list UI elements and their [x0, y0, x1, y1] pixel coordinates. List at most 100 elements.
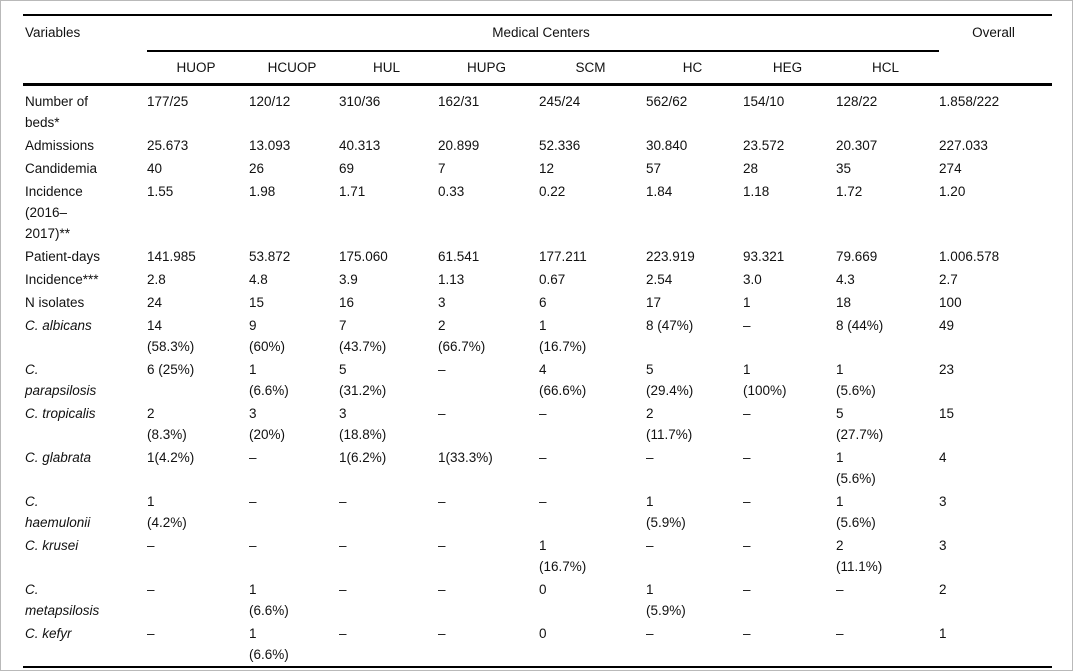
- row-label: Incidence***: [25, 272, 99, 287]
- table-cell: 20.307: [836, 138, 878, 153]
- table-cell: 53.872: [249, 249, 291, 264]
- overall-cell: 15: [939, 406, 955, 421]
- medical-centers-table: Variables Medical Centers Overall HUOP H…: [23, 14, 1053, 668]
- table-cell: 16: [339, 295, 355, 310]
- row-label: C. tropicalis: [25, 406, 96, 421]
- table-cell: 1(33.3%): [438, 450, 493, 465]
- table-cell: 20.899: [438, 138, 480, 153]
- table-cell: –: [743, 494, 751, 509]
- table-cell: –: [438, 494, 446, 509]
- row-label: Number of beds*: [25, 94, 89, 130]
- table-cell: 120/12: [249, 94, 291, 109]
- variables-header: Variables: [23, 15, 147, 86]
- table-cell: 0.67: [539, 272, 566, 287]
- table-cell: –: [438, 538, 446, 553]
- table-cell: –: [147, 582, 155, 597]
- medical-centers-group-header: Medical Centers: [147, 15, 940, 52]
- table-cell: 69: [339, 161, 355, 176]
- table-cell: –: [743, 406, 751, 421]
- table-cell: 1.71: [339, 184, 366, 199]
- table-cell: –: [539, 494, 547, 509]
- table-cell: 18: [836, 295, 852, 310]
- table-cell: 30.840: [646, 138, 688, 153]
- table-cell: –: [339, 626, 347, 641]
- table-row: C. haemulonii 1 (4.2%) – – – – 1 (5.9%) – 1 (5.6…: [23, 490, 1052, 534]
- table-row: Candidemia 40 26 69 7 12 57 28 35 274: [23, 157, 1052, 180]
- table-cell: 1 (6.6%): [249, 626, 289, 662]
- table-row: Number of beds* 177/25 120/12 310/36 162/31 2…: [23, 85, 1052, 135]
- table-row: Incidence*** 2.8 4.8 3.9 1.13 0.67 2.54 3.0 4.3 2…: [23, 268, 1052, 291]
- table-cell: –: [249, 494, 257, 509]
- table-cell: 79.669: [836, 249, 878, 264]
- table-cell: 177/25: [147, 94, 189, 109]
- table-cell: –: [147, 626, 155, 641]
- table-cell: 2 (66.7%): [438, 318, 486, 354]
- table-cell: 7: [438, 161, 446, 176]
- table-cell: 2 (11.7%): [646, 406, 693, 442]
- table-row: Incidence (2016– 2017)** 1.55 1.98 1.71 0.33…: [23, 180, 1052, 245]
- table-cell: –: [339, 494, 347, 509]
- table-cell: 52.336: [539, 138, 581, 153]
- table-cell: 13.093: [249, 138, 291, 153]
- table-cell: –: [438, 406, 446, 421]
- table-cell: 5 (31.2%): [339, 362, 387, 398]
- table-cell: –: [743, 450, 751, 465]
- table-cell: 7 (43.7%): [339, 318, 387, 354]
- table-row: C. albicans 14 (58.3%) 9 (60%) 7 (43.7%) 2 (…: [23, 314, 1052, 358]
- table-cell: 177.211: [539, 249, 587, 264]
- overall-cell: 2: [939, 582, 947, 597]
- table-cell: 1 (16.7%): [539, 538, 587, 574]
- table-cell: –: [836, 582, 844, 597]
- center-header-huop: HUOP: [147, 51, 249, 86]
- table-row: Patient-days 141.985 53.872 175.060 61.541 17…: [23, 245, 1052, 268]
- overall-cell: 2.7: [939, 272, 958, 287]
- table-row: Admissions 25.673 13.093 40.313 20.899 52.336…: [23, 134, 1052, 157]
- table-cell: 3: [438, 295, 446, 310]
- row-label: Patient-days: [25, 249, 101, 264]
- table-cell: 310/36: [339, 94, 381, 109]
- table-cell: 40: [147, 161, 163, 176]
- table-cell: 3.9: [339, 272, 358, 287]
- table-row: C. krusei – – – – 1 (16.7%) – – 2 (11.1%) 3: [23, 534, 1052, 578]
- overall-cell: 3: [939, 494, 947, 509]
- table-cell: 8 (47%): [646, 318, 694, 333]
- table-cell: 1.18: [743, 184, 770, 199]
- table-cell: 35: [836, 161, 852, 176]
- center-header-heg: HEG: [743, 51, 836, 86]
- table-cell: 26: [249, 161, 265, 176]
- table-cell: –: [438, 626, 446, 641]
- row-label: C. albicans: [25, 318, 92, 333]
- table-cell: 1 (5.6%): [836, 450, 876, 486]
- center-header-scm: SCM: [539, 51, 646, 86]
- row-label: C. krusei: [25, 538, 79, 553]
- overall-cell: 274: [939, 161, 962, 176]
- table-wrapper: Variables Medical Centers Overall HUOP H…: [23, 14, 1053, 668]
- overall-cell: 23: [939, 362, 955, 377]
- table-cell: 5 (29.4%): [646, 362, 694, 398]
- overall-cell: 227.033: [939, 138, 988, 153]
- row-label: Admissions: [25, 138, 95, 153]
- table-cell: 141.985: [147, 249, 196, 264]
- table-row: N isolates 24 15 16 3 6 17 1 18 100: [23, 291, 1052, 314]
- table-cell: –: [646, 538, 654, 553]
- row-label: Incidence (2016– 2017)**: [25, 184, 83, 241]
- table-cell: 1.55: [147, 184, 174, 199]
- overall-cell: 49: [939, 318, 955, 333]
- center-header-hcuop: HCUOP: [249, 51, 339, 86]
- table-cell: –: [646, 450, 654, 465]
- table-cell: 1.72: [836, 184, 863, 199]
- center-header-hcl: HCL: [836, 51, 940, 86]
- table-cell: 175.060: [339, 249, 388, 264]
- table-row: C. metapsilosis – 1 (6.6%) – – 0 1 (5.9%) – – 2: [23, 578, 1052, 622]
- table-cell: 223.919: [646, 249, 695, 264]
- table-cell: 23.572: [743, 138, 785, 153]
- table-cell: 1.84: [646, 184, 673, 199]
- table-cell: –: [743, 538, 751, 553]
- table-cell: 61.541: [438, 249, 480, 264]
- table-cell: 4 (66.6%): [539, 362, 587, 398]
- table-cell: 3 (20%): [249, 406, 286, 442]
- table-cell: 1 (100%): [743, 362, 787, 398]
- table-cell: 17: [646, 295, 662, 310]
- table-cell: 4.8: [249, 272, 268, 287]
- table-cell: –: [646, 626, 654, 641]
